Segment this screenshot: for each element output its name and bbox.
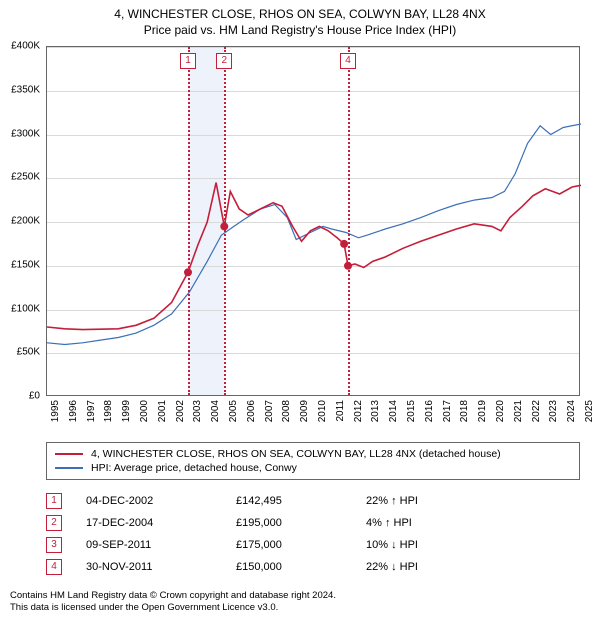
hpi-series-line: [47, 124, 581, 345]
y-tick-label: £200K: [11, 216, 40, 227]
y-tick-label: £400K: [11, 41, 40, 52]
x-tick-label: 2021: [513, 400, 524, 422]
y-tick-label: £100K: [11, 303, 40, 314]
sale-marker-badge: 2: [216, 53, 232, 69]
x-tick-label: 2005: [228, 400, 239, 422]
legend: 4, WINCHESTER CLOSE, RHOS ON SEA, COLWYN…: [46, 442, 580, 480]
sale-pct-vs-hpi: 10% ↓ HPI: [366, 539, 506, 551]
x-tick-label: 2016: [424, 400, 435, 422]
x-tick-label: 2009: [299, 400, 310, 422]
sale-marker-line: [224, 47, 226, 395]
x-tick-label: 2014: [388, 400, 399, 422]
chart-titles: 4, WINCHESTER CLOSE, RHOS ON SEA, COLWYN…: [0, 0, 600, 38]
y-tick-label: £150K: [11, 259, 40, 270]
legend-row: HPI: Average price, detached house, Conw…: [55, 461, 571, 475]
chart-title-line-1: 4, WINCHESTER CLOSE, RHOS ON SEA, COLWYN…: [0, 6, 600, 22]
sale-id-badge: 2: [46, 515, 62, 531]
x-tick-label: 2007: [264, 400, 275, 422]
sale-price: £195,000: [236, 517, 366, 529]
legend-swatch: [55, 453, 83, 455]
x-tick-label: 1995: [50, 400, 61, 422]
x-tick-label: 1998: [103, 400, 114, 422]
x-tick-label: 2019: [477, 400, 488, 422]
x-tick-label: 2020: [495, 400, 506, 422]
sale-date: 09-SEP-2011: [86, 539, 236, 551]
x-tick-label: 2001: [157, 400, 168, 422]
sales-table-row: 3 09-SEP-2011£175,00010% ↓ HPI: [46, 534, 580, 556]
plot-area: 1 2 4: [46, 46, 580, 396]
y-axis-labels: £0£50K£100K£150K£200K£250K£300K£350K£400…: [0, 46, 44, 396]
sale-id-badge: 3: [46, 537, 62, 553]
sale-id-badge: 1: [46, 493, 62, 509]
y-tick-label: £50K: [17, 347, 40, 358]
chart-title-line-2: Price paid vs. HM Land Registry's House …: [0, 22, 600, 38]
sale-pct-vs-hpi: 22% ↑ HPI: [366, 495, 506, 507]
sale-price: £142,495: [236, 495, 366, 507]
footnote-line: Contains HM Land Registry data © Crown c…: [10, 590, 590, 602]
sale-date: 30-NOV-2011: [86, 561, 236, 573]
footnote: Contains HM Land Registry data © Crown c…: [10, 590, 590, 614]
x-tick-label: 2013: [370, 400, 381, 422]
x-tick-label: 2017: [442, 400, 453, 422]
sale-date: 04-DEC-2002: [86, 495, 236, 507]
x-tick-label: 2003: [192, 400, 203, 422]
sale-date: 17-DEC-2004: [86, 517, 236, 529]
sales-table-row: 2 17-DEC-2004£195,0004% ↑ HPI: [46, 512, 580, 534]
x-tick-label: 2008: [281, 400, 292, 422]
y-tick-label: £300K: [11, 128, 40, 139]
x-axis-labels: 1995 1996 1997 1998 1999 2000 2001 2002 2003 2004…: [46, 398, 580, 438]
sale-marker-line: [188, 47, 190, 395]
y-tick-label: £250K: [11, 172, 40, 183]
property-series-line: [47, 183, 581, 330]
x-tick-label: 2023: [548, 400, 559, 422]
x-tick-label: 1999: [121, 400, 132, 422]
legend-label: HPI: Average price, detached house, Conw…: [91, 462, 297, 474]
sale-id-badge: 4: [46, 559, 62, 575]
x-tick-label: 1996: [68, 400, 79, 422]
x-tick-label: 2011: [335, 400, 346, 422]
x-tick-label: 1997: [86, 400, 97, 422]
x-tick-label: 2002: [175, 400, 186, 422]
sale-price: £150,000: [236, 561, 366, 573]
chart-container: 4, WINCHESTER CLOSE, RHOS ON SEA, COLWYN…: [0, 0, 600, 620]
sales-table-row: 4 30-NOV-2011£150,00022% ↓ HPI: [46, 556, 580, 578]
x-tick-label: 2025: [584, 400, 595, 422]
x-tick-label: 2022: [531, 400, 542, 422]
x-tick-label: 2018: [459, 400, 470, 422]
x-tick-label: 2000: [139, 400, 150, 422]
legend-swatch: [55, 467, 83, 469]
sale-marker-line: [348, 47, 350, 395]
x-tick-label: 2015: [406, 400, 417, 422]
y-tick-label: £350K: [11, 84, 40, 95]
sale-marker-badge: 1: [180, 53, 196, 69]
legend-row: 4, WINCHESTER CLOSE, RHOS ON SEA, COLWYN…: [55, 447, 571, 461]
sale-pct-vs-hpi: 22% ↓ HPI: [366, 561, 506, 573]
sale-price: £175,000: [236, 539, 366, 551]
x-tick-label: 2004: [210, 400, 221, 422]
sale-pct-vs-hpi: 4% ↑ HPI: [366, 517, 506, 529]
sales-table-row: 1 04-DEC-2002£142,49522% ↑ HPI: [46, 490, 580, 512]
footnote-line: This data is licensed under the Open Gov…: [10, 602, 590, 614]
sale-point-dot: [340, 240, 348, 248]
x-tick-label: 2012: [353, 400, 364, 422]
legend-label: 4, WINCHESTER CLOSE, RHOS ON SEA, COLWYN…: [91, 448, 501, 460]
x-tick-label: 2010: [317, 400, 328, 422]
x-tick-label: 2024: [566, 400, 577, 422]
x-tick-label: 2006: [246, 400, 257, 422]
plot-svg: [47, 47, 581, 397]
sale-marker-badge: 4: [340, 53, 356, 69]
sales-table: 1 04-DEC-2002£142,49522% ↑ HPI 2 17-DEC-200…: [46, 490, 580, 578]
y-tick-label: £0: [29, 391, 40, 402]
